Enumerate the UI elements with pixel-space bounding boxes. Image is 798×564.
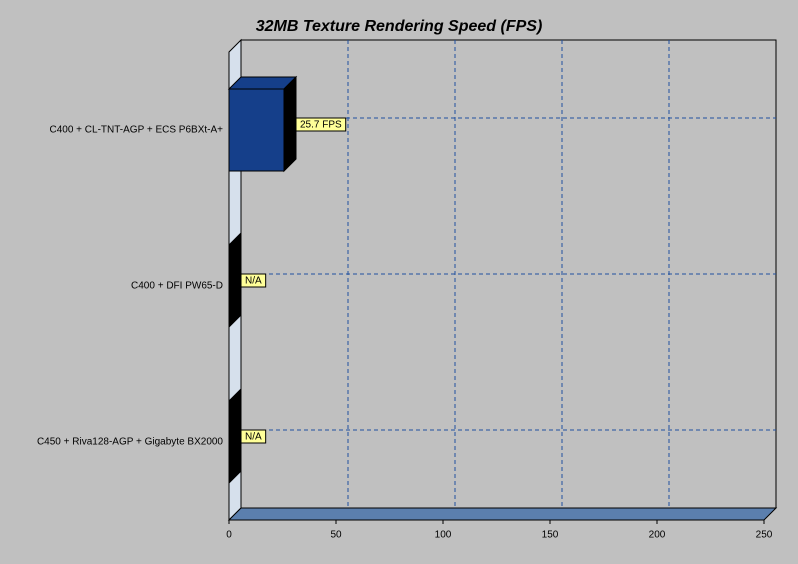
y-tick-label: C450 + Riva128-AGP + Gigabyte BX2000	[37, 437, 223, 448]
value-label-box	[240, 273, 267, 288]
bar	[228, 88, 285, 172]
x-tick-label: 50	[330, 530, 342, 541]
x-tick-label: 250	[756, 530, 773, 541]
y-tick-label: C400 + CL-TNT-AGP + ECS P6BXt-A+	[50, 125, 224, 136]
value-label-box	[240, 429, 267, 444]
x-tick-label: 0	[226, 530, 232, 541]
value-label: N/A	[245, 276, 262, 287]
chart-title: 32MB Texture Rendering Speed (FPS)	[256, 18, 543, 35]
value-label: N/A	[245, 432, 262, 443]
bar-side	[228, 387, 242, 485]
bar-side	[228, 231, 242, 329]
y-tick-label: C400 + DFI PW65-D	[131, 281, 223, 292]
floor	[227, 507, 778, 521]
value-label-box	[295, 117, 347, 132]
x-tick-label: 100	[435, 530, 452, 541]
bar-side	[283, 75, 297, 173]
x-tick-label: 200	[649, 530, 666, 541]
value-label: 25.7 FPS	[300, 120, 342, 131]
x-tick-label: 150	[542, 530, 559, 541]
